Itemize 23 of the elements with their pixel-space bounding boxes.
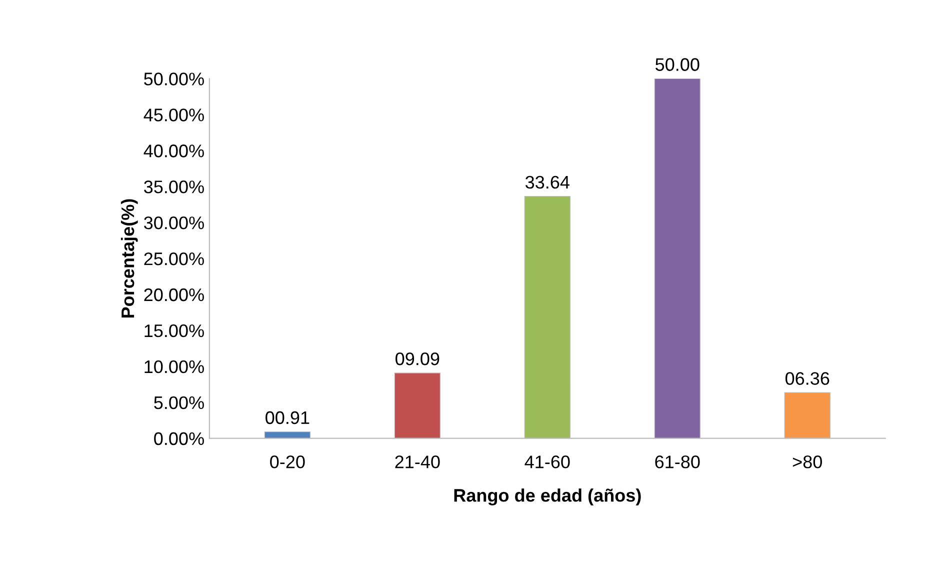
data-label: 06.36 <box>785 372 830 385</box>
y-tick-label: 40.00% <box>144 144 204 158</box>
y-tick-label: 20.00% <box>144 288 204 302</box>
x-tick-label: >80 <box>792 456 822 468</box>
x-tick-label: 0-20 <box>270 456 305 468</box>
y-tick-label: 30.00% <box>144 216 204 230</box>
data-label: 33.64 <box>526 176 570 189</box>
data-label: 50.00 <box>656 58 700 71</box>
y-tick-label: 45.00% <box>144 108 204 122</box>
y-tick-label: 0.00% <box>154 432 204 446</box>
x-tick-label: 21-40 <box>395 456 440 468</box>
x-tick-label: 61-80 <box>655 456 700 468</box>
x-axis-title: Rango de edad (años) <box>454 488 641 506</box>
data-label: 09.09 <box>396 352 440 366</box>
y-tick-label: 5.00% <box>154 396 204 410</box>
x-tick-label: 41-60 <box>524 456 570 468</box>
y-tick-label: 15.00% <box>144 324 204 338</box>
y-tick-label: 10.00% <box>144 360 204 374</box>
data-label: 00.91 <box>266 411 310 424</box>
y-tick-label: 50.00% <box>144 72 204 86</box>
y-tick-label: 35.00% <box>144 180 204 194</box>
y-axis-title: Porcentaje(%) <box>120 199 138 318</box>
y-tick-label: 25.00% <box>144 252 204 266</box>
